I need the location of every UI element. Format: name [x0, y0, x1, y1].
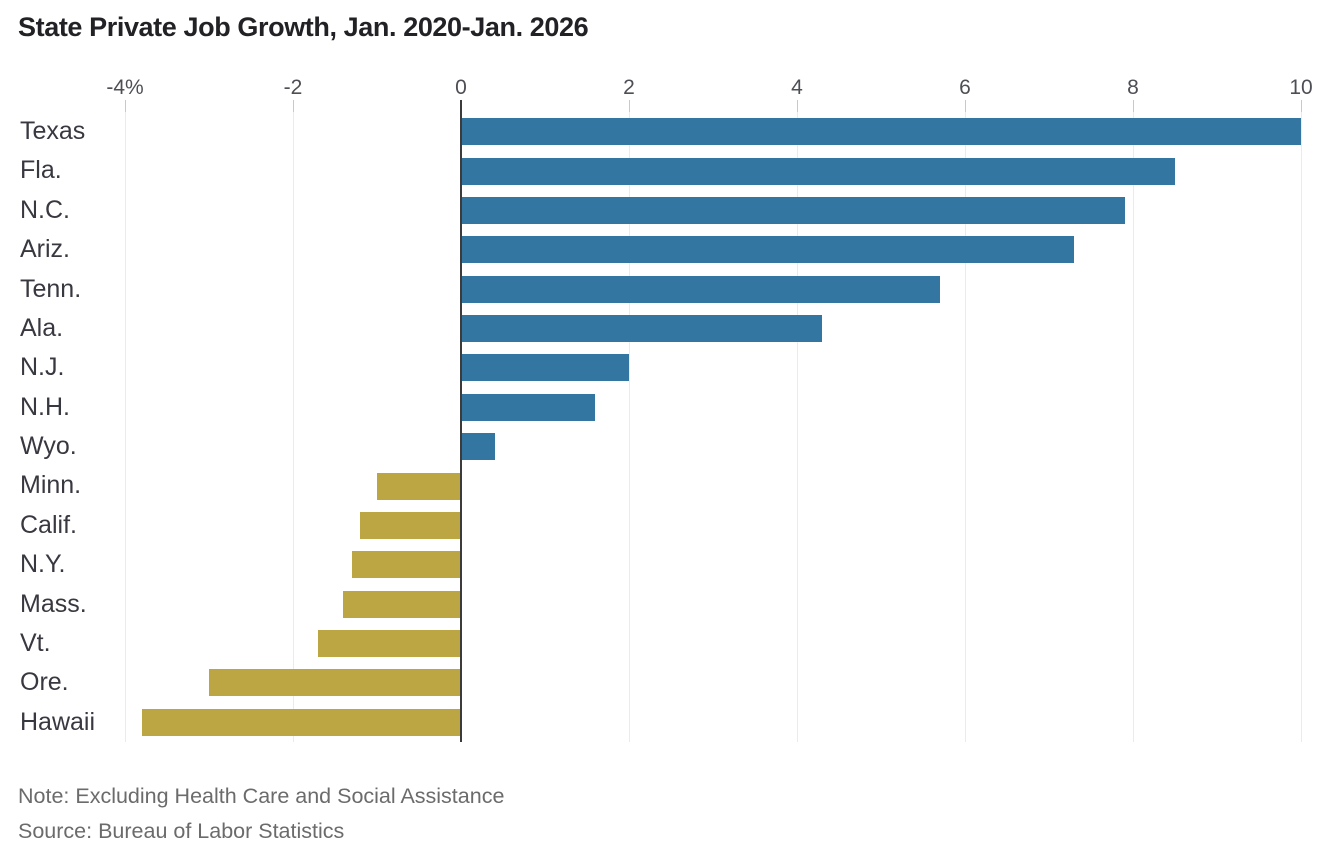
bar — [318, 630, 460, 658]
category-label: Vt. — [20, 628, 51, 657]
x-gridline — [965, 112, 966, 742]
chart-title: State Private Job Growth, Jan. 2020-Jan.… — [18, 12, 589, 42]
x-gridline — [125, 112, 126, 742]
x-tick-label: 8 — [1127, 76, 1139, 99]
category-label: Ariz. — [20, 235, 70, 264]
category-label: Calif. — [20, 510, 77, 539]
category-label: Wyo. — [20, 432, 77, 460]
bar — [462, 196, 1125, 224]
bar — [462, 315, 823, 343]
x-tick-mark — [1301, 100, 1302, 112]
x-tick-label: 6 — [959, 76, 971, 99]
bar — [360, 511, 460, 539]
bar — [462, 118, 1301, 146]
bar — [377, 472, 460, 500]
x-tick-mark — [125, 100, 126, 112]
bar — [343, 590, 460, 618]
bar — [141, 708, 460, 736]
x-tick-label: -4% — [106, 76, 144, 99]
x-tick-label: 0 — [455, 76, 467, 99]
bar — [462, 393, 596, 421]
x-tick-mark — [629, 100, 630, 112]
category-label: N.C. — [20, 195, 70, 224]
category-label: N.J. — [20, 353, 65, 382]
bar — [462, 236, 1075, 264]
category-label: N.Y. — [20, 550, 66, 579]
category-label: Tenn. — [20, 274, 82, 303]
x-gridline — [1133, 112, 1134, 742]
category-label: Hawaii — [20, 707, 96, 736]
x-tick-mark — [797, 100, 798, 112]
bar — [462, 354, 629, 382]
zero-axis-line — [460, 100, 462, 742]
x-tick-label: 4 — [791, 76, 803, 99]
x-tick-mark — [1133, 100, 1134, 112]
category-label: Minn. — [20, 471, 82, 500]
x-tick-label: -2 — [283, 76, 303, 99]
category-label: Fla. — [20, 156, 62, 185]
category-label: Ore. — [20, 668, 69, 697]
bar — [462, 157, 1175, 185]
bar — [351, 551, 460, 579]
x-gridline — [629, 112, 630, 742]
x-tick-label: 2 — [623, 76, 635, 99]
bar — [462, 275, 940, 303]
bar — [462, 433, 495, 461]
x-gridline — [797, 112, 798, 742]
x-tick-mark — [293, 100, 294, 112]
category-label: Mass. — [20, 589, 87, 618]
chart-source: Source: Bureau of Labor Statistics — [18, 819, 345, 843]
x-tick-mark — [965, 100, 966, 112]
category-label: N.H. — [20, 392, 70, 421]
category-label: Texas — [20, 117, 86, 145]
chart-note: Note: Excluding Health Care and Social A… — [18, 784, 505, 808]
bar — [209, 669, 460, 697]
x-gridline — [293, 112, 294, 742]
category-label: Ala. — [20, 313, 64, 342]
x-gridline — [1301, 112, 1302, 742]
x-tick-label: 10 — [1289, 76, 1313, 99]
chart-footnotes: Note: Excluding Health Care and Social A… — [18, 779, 504, 849]
